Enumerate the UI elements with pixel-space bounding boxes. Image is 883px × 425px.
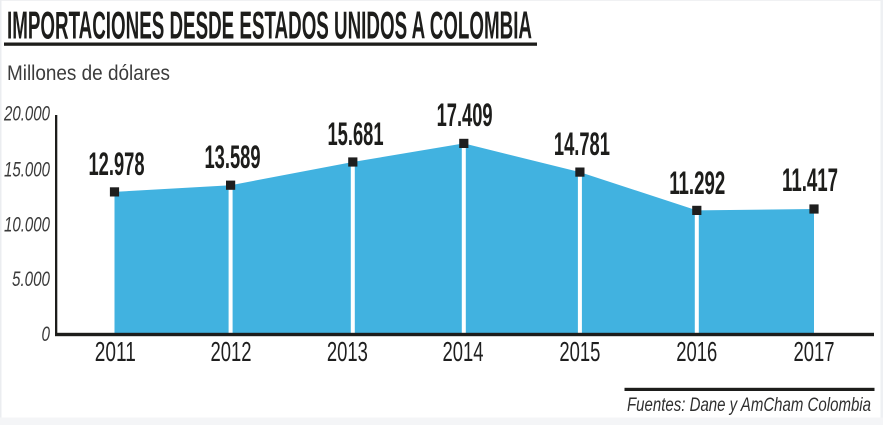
svg-text:12.978: 12.978 — [89, 146, 145, 182]
svg-text:2015: 2015 — [559, 336, 600, 367]
svg-text:Millones de dólares: Millones de dólares — [7, 61, 170, 85]
svg-text:14.781: 14.781 — [554, 126, 610, 162]
svg-text:IMPORTACIONES DESDE ESTADOS UN: IMPORTACIONES DESDE ESTADOS UNIDOS A COL… — [7, 5, 532, 48]
svg-text:2013: 2013 — [327, 336, 368, 367]
svg-text:11.417: 11.417 — [782, 162, 838, 198]
svg-text:20.000: 20.000 — [3, 103, 50, 126]
svg-text:Fuentes: Dane y AmCham Colombi: Fuentes: Dane y AmCham Colombia — [627, 395, 871, 416]
svg-text:15.000: 15.000 — [4, 159, 50, 182]
svg-text:0: 0 — [42, 323, 51, 346]
svg-text:2014: 2014 — [443, 336, 484, 367]
svg-text:2011: 2011 — [95, 336, 136, 367]
svg-text:10.000: 10.000 — [4, 213, 50, 236]
svg-text:2017: 2017 — [794, 336, 835, 367]
svg-text:5.000: 5.000 — [12, 268, 50, 291]
svg-text:13.589: 13.589 — [205, 139, 261, 175]
svg-text:2016: 2016 — [676, 336, 717, 367]
svg-text:15.681: 15.681 — [328, 116, 384, 152]
svg-text:11.292: 11.292 — [669, 165, 725, 201]
svg-text:17.409: 17.409 — [437, 97, 493, 133]
svg-text:2012: 2012 — [211, 336, 252, 367]
